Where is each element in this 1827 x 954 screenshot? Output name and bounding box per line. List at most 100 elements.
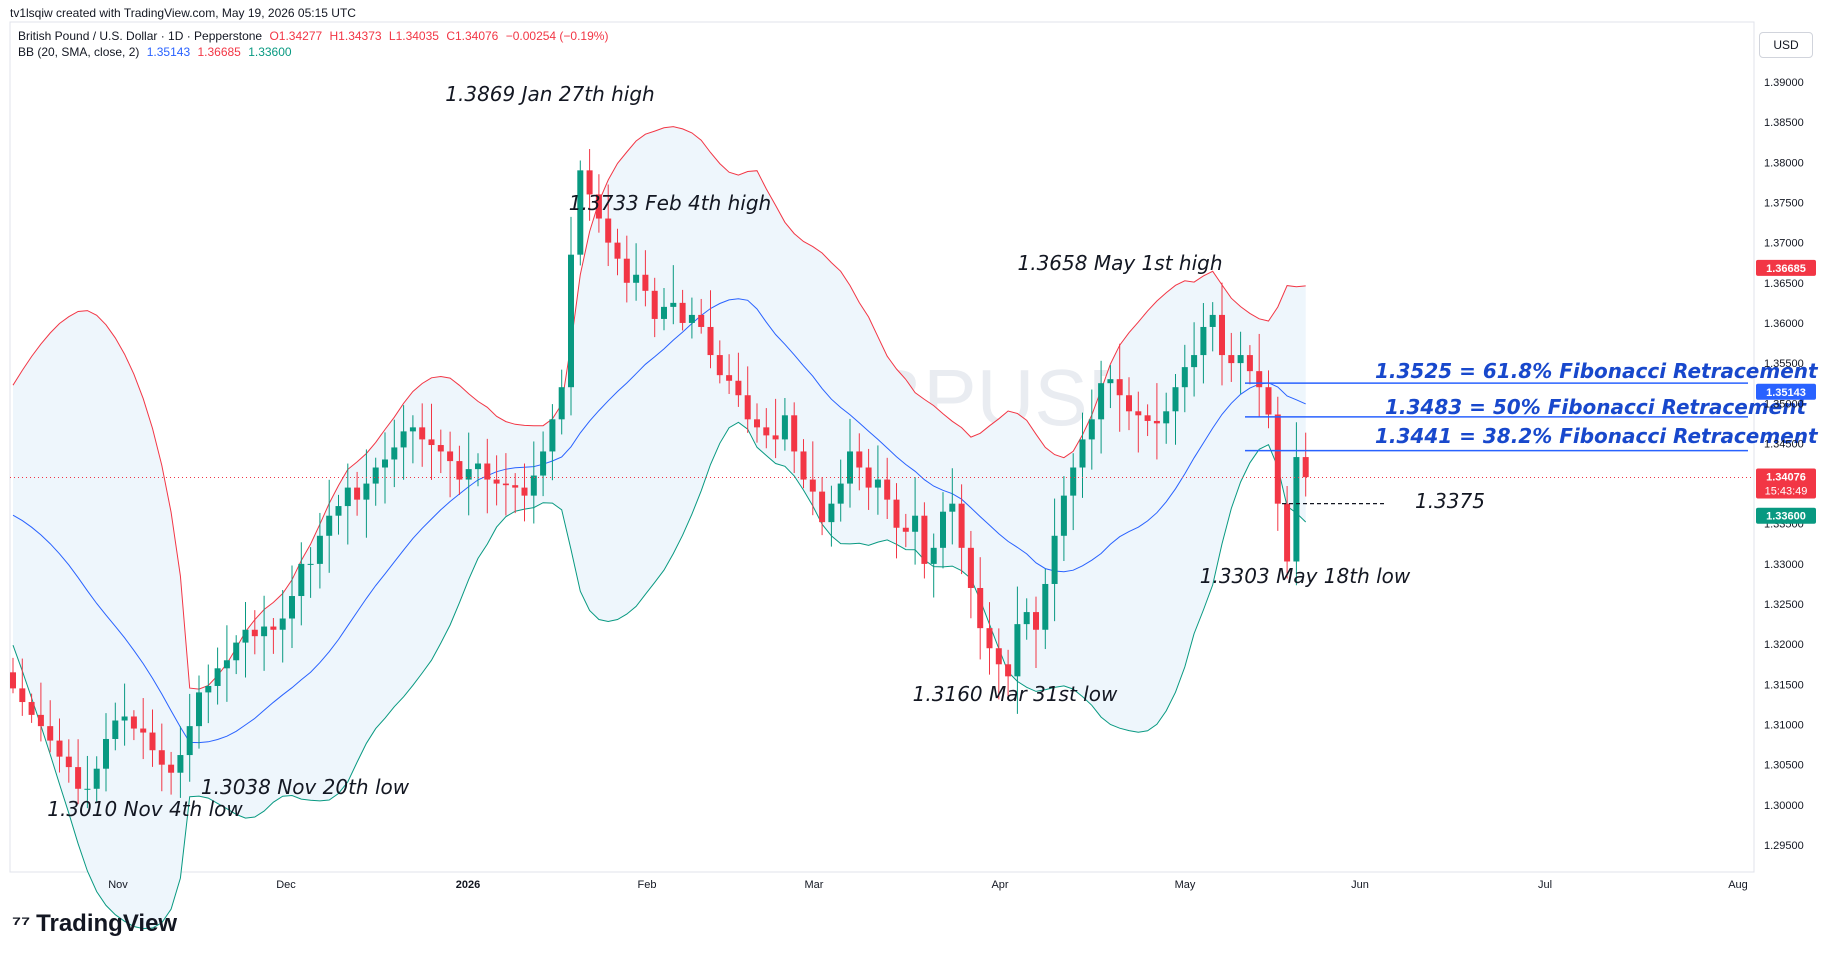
currency-button[interactable]: USD xyxy=(1759,32,1813,58)
candle-body xyxy=(84,788,91,790)
candle-body xyxy=(744,395,751,420)
candle-body xyxy=(698,314,705,327)
candle xyxy=(549,404,556,481)
candle-body xyxy=(540,451,547,476)
candle xyxy=(995,628,1002,700)
ohlc-low: L1.34035 xyxy=(388,29,439,43)
price-label-box xyxy=(1756,507,1816,524)
candle-body xyxy=(558,387,565,420)
candle-body xyxy=(1042,583,1049,630)
x-tick-label: Dec xyxy=(276,879,296,891)
tradingview-logo[interactable]: ⁷⁷ TradingView xyxy=(12,910,177,938)
candle xyxy=(884,457,891,520)
candle xyxy=(930,533,937,598)
candle-body xyxy=(735,380,742,396)
candle-body xyxy=(465,469,472,480)
candle-body xyxy=(177,755,184,773)
bb-legend[interactable]: BB (20, SMA, close, 2) 1.35143 1.36685 1… xyxy=(18,45,296,59)
price-label-box xyxy=(1756,468,1816,499)
candle xyxy=(223,625,230,702)
candle xyxy=(214,647,221,705)
candle xyxy=(642,250,649,307)
candle-body xyxy=(344,487,351,507)
candle xyxy=(1116,343,1123,432)
candle-body xyxy=(1033,612,1039,630)
candle-body xyxy=(772,435,779,440)
candle-body xyxy=(354,487,361,500)
candle-body xyxy=(1209,314,1216,327)
candle-body xyxy=(1126,395,1132,412)
candle-body xyxy=(1005,664,1012,677)
candle-body xyxy=(298,563,305,597)
candle xyxy=(1284,485,1291,579)
chart-annotation: 1.3010 Nov 4th low xyxy=(47,797,243,821)
candle-body xyxy=(372,467,379,484)
candle xyxy=(502,453,509,516)
candle xyxy=(1200,303,1207,384)
candle-body xyxy=(791,415,798,452)
candle xyxy=(893,483,900,559)
candle-body xyxy=(75,767,82,789)
candle xyxy=(744,366,751,433)
candle xyxy=(205,664,212,724)
candle xyxy=(37,682,44,742)
candle-body xyxy=(233,642,240,661)
candle xyxy=(372,457,379,506)
candle-body xyxy=(605,218,612,243)
candle xyxy=(382,432,388,504)
y-tick-label: 1.35500 xyxy=(1764,358,1804,370)
candle-body xyxy=(400,431,407,448)
candle-body xyxy=(1237,355,1244,364)
candle-body xyxy=(949,503,956,512)
candles xyxy=(10,149,1309,809)
candle-body xyxy=(940,511,946,548)
price-label: 1.35143 xyxy=(1766,387,1806,399)
candle xyxy=(1023,598,1030,640)
candle-body xyxy=(1302,457,1309,478)
candle-body xyxy=(865,467,872,488)
candle-body xyxy=(289,596,295,619)
candle-body xyxy=(1088,419,1095,440)
candle-body xyxy=(1153,420,1160,424)
candle xyxy=(716,340,723,384)
candle-body xyxy=(1181,367,1188,388)
candle-body xyxy=(112,720,119,739)
candle xyxy=(409,415,416,464)
chart-annotation: 1.3525 = 61.8% Fibonacci Retracement xyxy=(1375,359,1819,383)
candle xyxy=(456,445,463,496)
candle xyxy=(130,710,137,741)
candle-body xyxy=(1098,383,1105,420)
candle xyxy=(1135,391,1142,453)
y-tick-label: 1.38500 xyxy=(1764,117,1804,129)
candle xyxy=(754,403,760,443)
candle xyxy=(837,459,844,522)
candle-body xyxy=(1135,411,1142,416)
candle xyxy=(121,683,128,746)
candle-body xyxy=(1060,495,1067,536)
bollinger-band-fill xyxy=(13,126,1306,929)
candle-body xyxy=(763,427,770,436)
candle xyxy=(763,408,770,449)
candle-body xyxy=(493,479,500,484)
candle xyxy=(140,698,147,760)
candle-body xyxy=(1023,612,1030,625)
price-countdown: 15:43:49 xyxy=(1765,485,1808,497)
candle xyxy=(530,441,537,524)
candle xyxy=(56,718,63,773)
candle-body xyxy=(512,485,519,488)
candle-body xyxy=(754,419,760,428)
candle xyxy=(967,530,974,619)
candle-body xyxy=(642,274,649,291)
tradingview-logo-text: TradingView xyxy=(36,910,178,937)
candle xyxy=(279,590,286,663)
candle-body xyxy=(409,427,416,432)
candle xyxy=(1144,404,1151,437)
candle xyxy=(475,453,481,487)
candle-body xyxy=(549,419,556,452)
candle-body xyxy=(661,306,667,319)
candle-body xyxy=(121,716,128,721)
x-tick-label: 2026 xyxy=(456,879,480,891)
candle-body xyxy=(921,515,928,564)
candle xyxy=(47,700,54,753)
